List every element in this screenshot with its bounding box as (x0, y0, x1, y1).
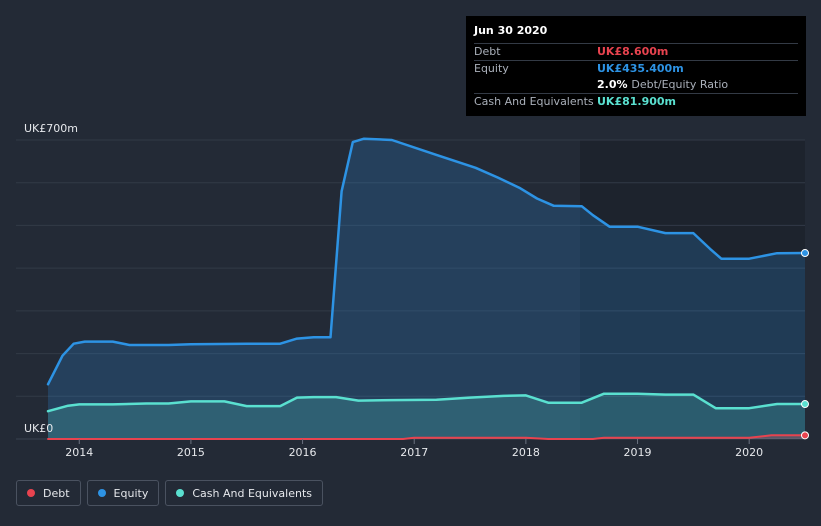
x-axis-ticks: 2014 2015 2016 2017 2018 2019 2020 (65, 439, 763, 459)
chart-tooltip: Jun 30 2020 Debt UK£8.600m Equity UK£435… (466, 16, 806, 116)
plot-shade (580, 140, 805, 439)
tooltip-ratio-label: Debt/Equity Ratio (631, 78, 729, 91)
x-tick-label-2015: 2015 (177, 446, 205, 459)
x-tick-label-2017: 2017 (400, 446, 428, 459)
tooltip-cash-label: Cash And Equivalents (474, 95, 594, 108)
tooltip-ratio-value: 2.0% (597, 78, 628, 91)
tooltip-debt-value: UK£8.600m (597, 45, 669, 58)
x-tick-label-2019: 2019 (624, 446, 652, 459)
legend-cash-label: Cash And Equivalents (192, 486, 312, 500)
cash-dot-icon (176, 489, 185, 497)
x-tick-label-2016: 2016 (289, 446, 317, 459)
equity-line (46, 137, 807, 386)
debt-endpoint-marker (801, 431, 809, 440)
legend-item-debt[interactable]: Debt (16, 480, 81, 506)
cash-endpoint-marker (801, 400, 809, 409)
debt-line (47, 434, 806, 440)
x-tick-label-2020: 2020 (735, 446, 763, 459)
equity-area (48, 138, 805, 439)
tooltip-equity-value: UK£435.400m (597, 62, 684, 75)
tooltip-equity-label: Equity (474, 62, 509, 75)
tooltip-row-ratio: 2.0% Debt/Equity Ratio (474, 77, 798, 93)
series-lines (46, 137, 807, 440)
tooltip-row-equity: Equity UK£435.400m (474, 60, 798, 77)
y-axis-top-label: UK£700m (24, 122, 78, 135)
series-endpoints (801, 249, 809, 440)
x-tick-label-2018: 2018 (512, 446, 540, 459)
equity-endpoint-marker (801, 249, 809, 258)
tooltip-row-cash: Cash And Equivalents UK£81.900m (474, 93, 798, 110)
tooltip-date: Jun 30 2020 (474, 24, 548, 37)
cash-line (46, 392, 807, 413)
legend-item-cash[interactable]: Cash And Equivalents (165, 480, 323, 506)
chart-legend: Debt Equity Cash And Equivalents (16, 480, 323, 506)
legend-debt-label: Debt (43, 486, 70, 500)
tooltip-cash-value: UK£81.900m (597, 95, 677, 108)
y-axis-bottom-label: UK£0 (24, 422, 54, 435)
legend-equity-label: Equity (113, 486, 149, 500)
tooltip-ratio: 2.0% Debt/Equity Ratio (597, 77, 728, 93)
x-tick-label-2014: 2014 (65, 446, 93, 459)
tooltip-debt-label: Debt (474, 45, 501, 58)
debt-dot-icon (27, 489, 35, 497)
legend-item-equity[interactable]: Equity (86, 480, 160, 506)
equity-dot-icon (97, 489, 106, 497)
tooltip-row-debt: Debt UK£8.600m (474, 43, 798, 60)
